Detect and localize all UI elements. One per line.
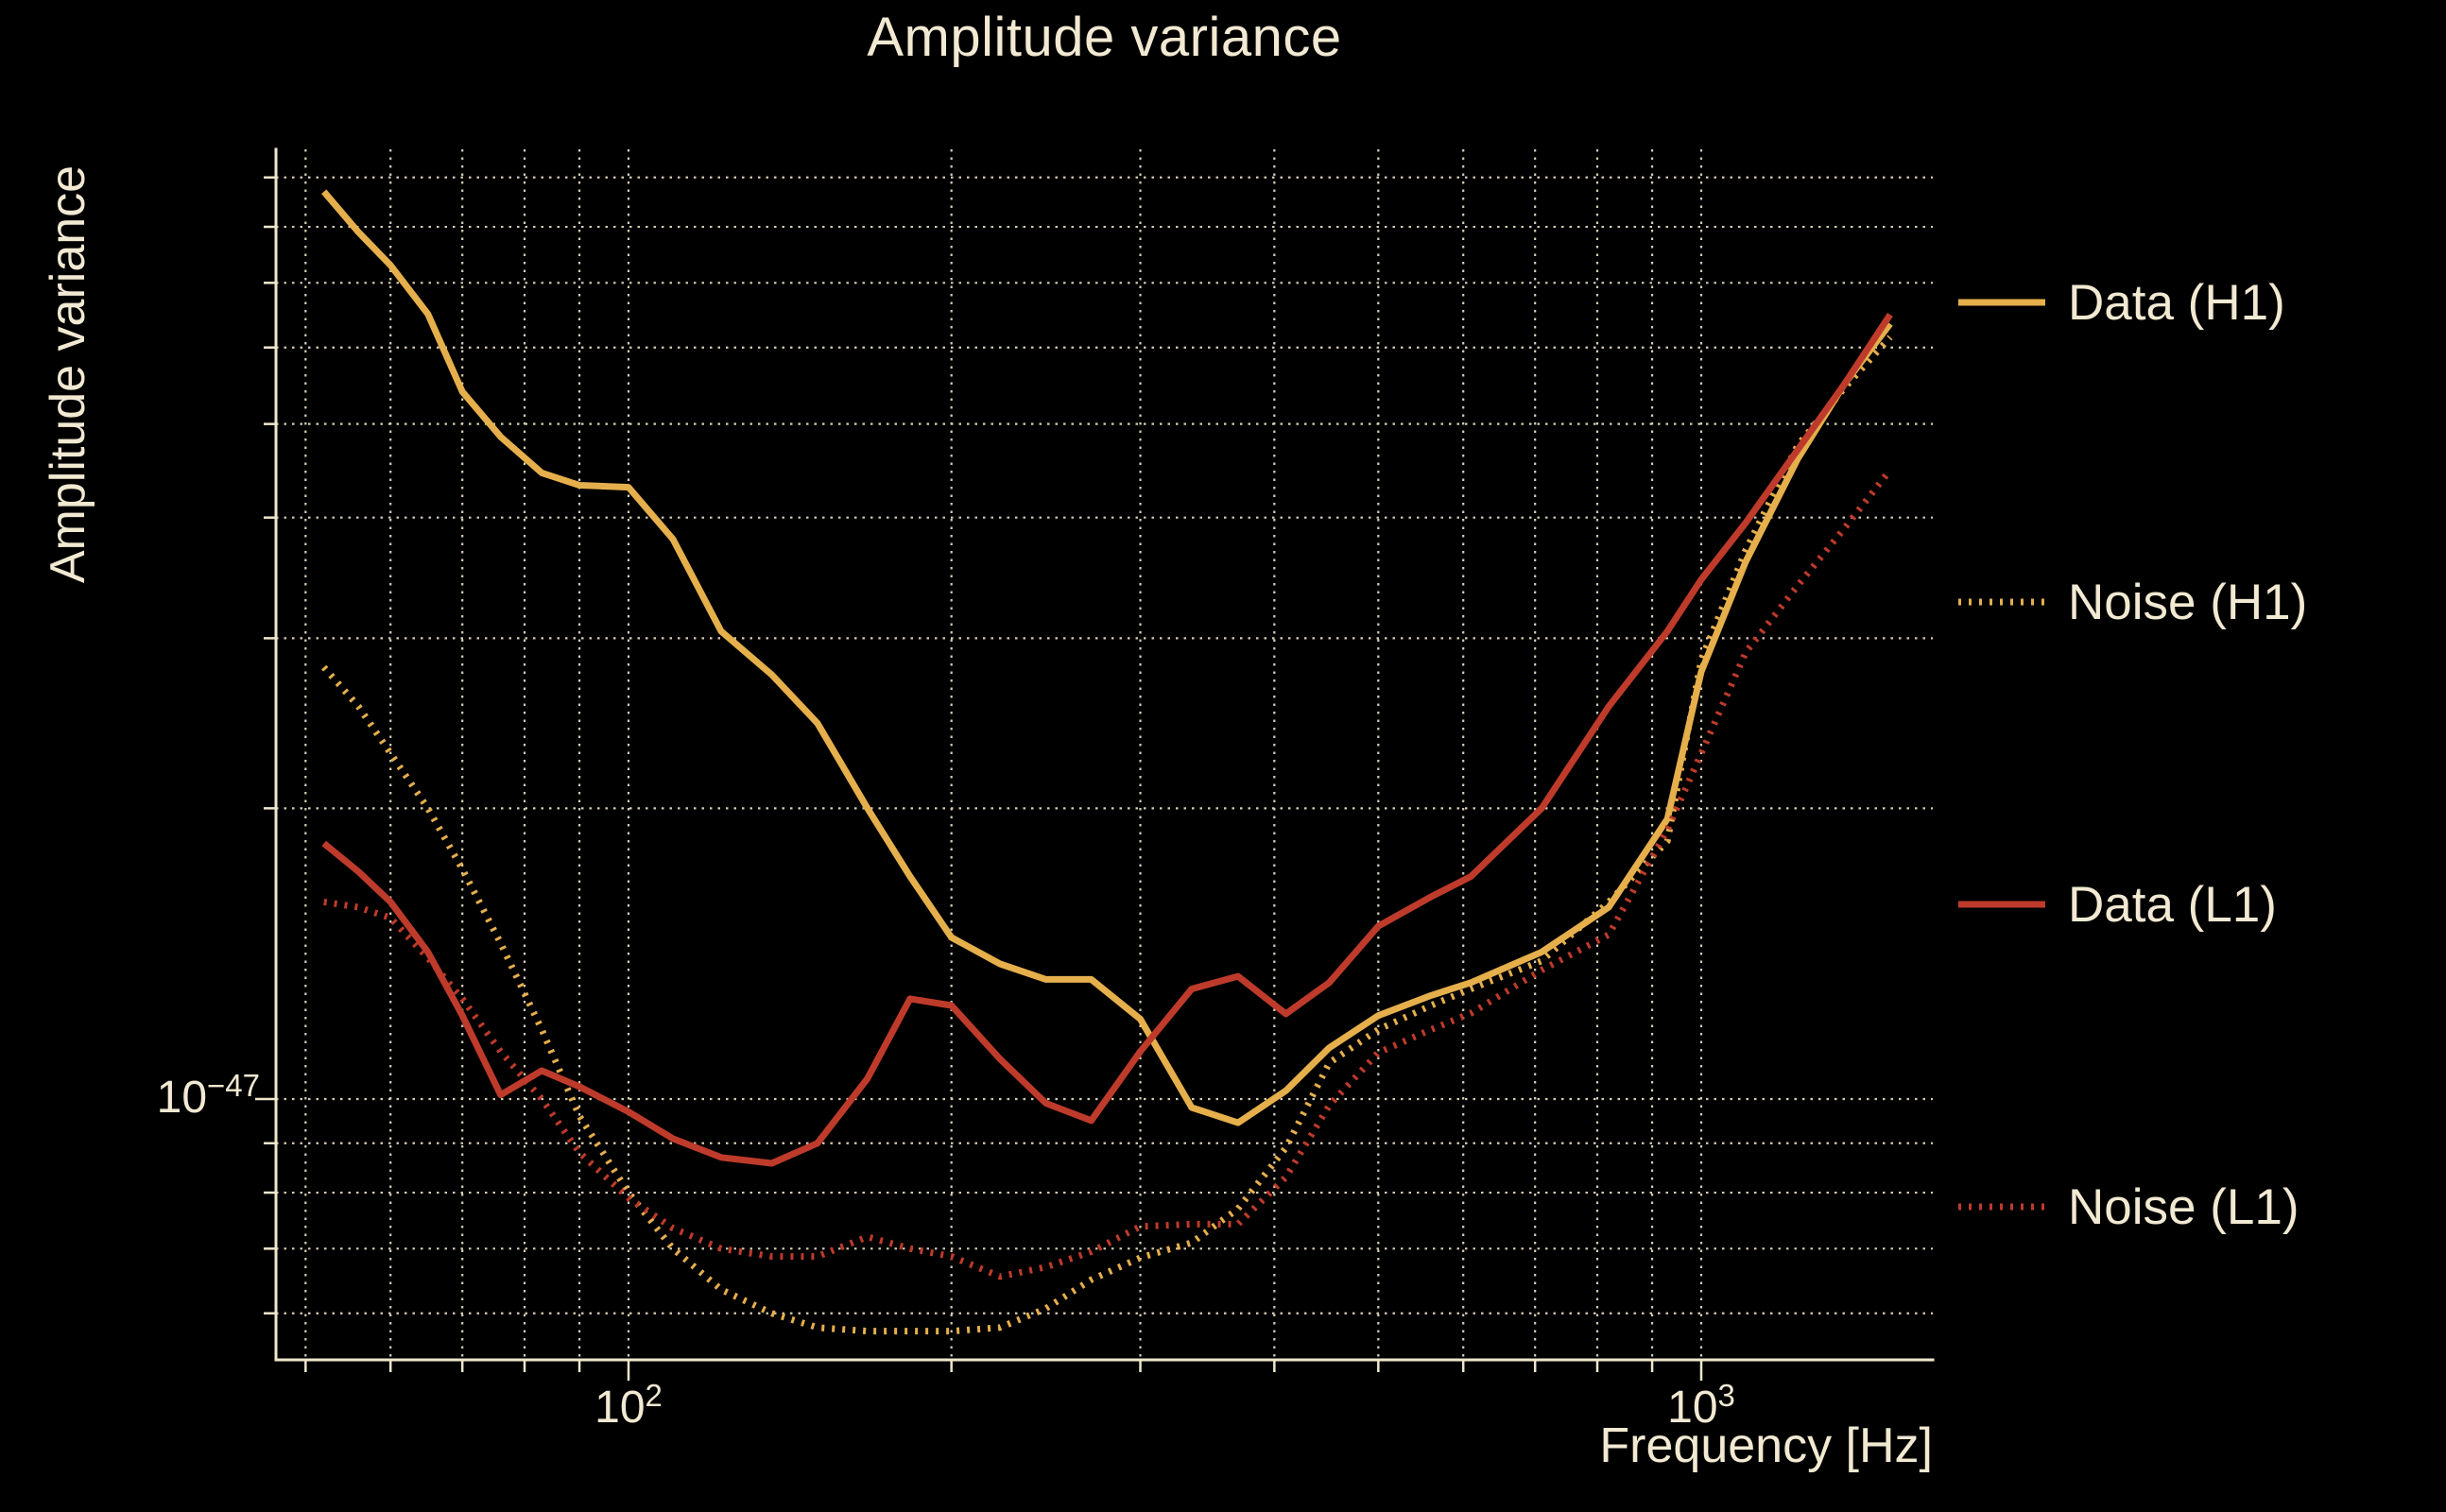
x-axis-label: Frequency [Hz]	[1599, 1418, 1933, 1473]
legend-label-noise-l1: Noise (L1)	[2068, 1178, 2300, 1235]
legend-line-data-h1	[1958, 299, 2045, 306]
legend-entry-data-h1: Data (H1)	[1955, 269, 2285, 335]
x-tick-label-1000: 103	[1667, 1378, 1735, 1433]
legend-entry-data-l1: Data (L1)	[1955, 871, 2277, 937]
y-tick-label-1e-47: 10−47	[156, 1068, 260, 1123]
series-data-h1	[321, 189, 1893, 1126]
legend-label-data-l1: Data (L1)	[2068, 876, 2277, 933]
legend: Data (H1) Noise (H1) Data (L1) Noise (L1…	[1955, 0, 2446, 1512]
legend-line-noise-h1	[1958, 598, 2045, 606]
legend-entry-noise-l1: Noise (L1)	[1955, 1174, 2299, 1240]
axis-ticks	[255, 176, 1703, 1381]
series-noise-l1	[323, 468, 1893, 1280]
axes-spines	[274, 147, 1935, 1362]
legend-entry-noise-h1: Noise (H1)	[1955, 569, 2307, 635]
legend-label-data-h1: Data (H1)	[2068, 274, 2285, 331]
legend-line-data-l1	[1958, 901, 2045, 908]
grid	[276, 149, 1933, 1360]
y-axis-label: Amplitude variance	[41, 164, 95, 584]
x-tick-label-100: 102	[594, 1378, 663, 1433]
legend-label-noise-h1: Noise (H1)	[2068, 574, 2308, 630]
chart-title: Amplitude variance	[867, 7, 1342, 68]
legend-line-noise-l1	[1958, 1203, 2045, 1211]
series-data-l1	[321, 312, 1893, 1167]
